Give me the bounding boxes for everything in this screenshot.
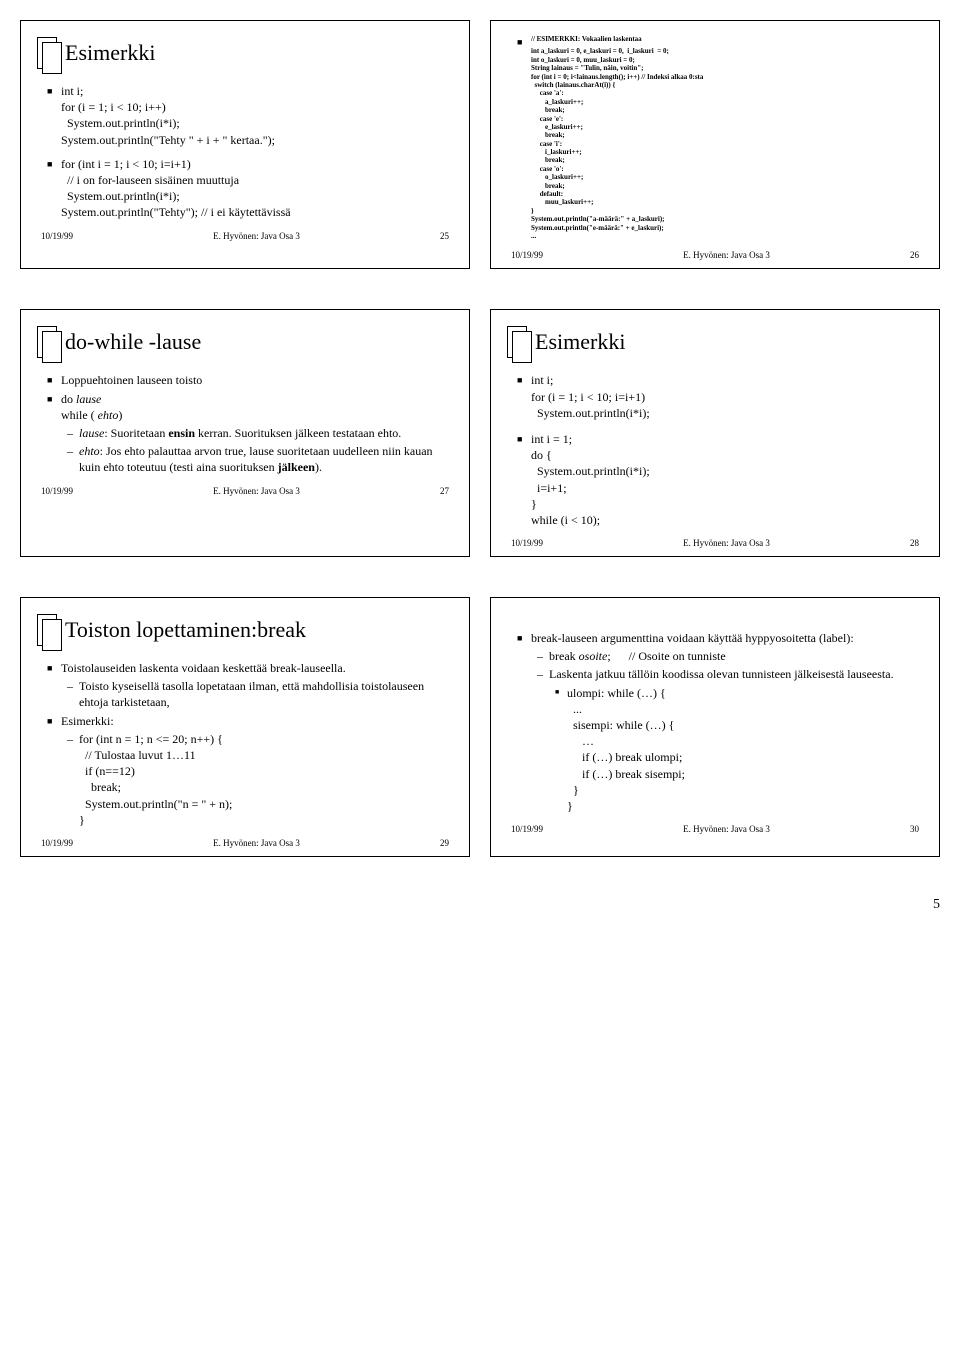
nested-bullet: ulompi: while (…) { ... sisempi: while (… <box>567 685 923 815</box>
footer-mid: E. Hyvönen: Java Osa 3 <box>683 538 770 548</box>
slide-30: break-lauseen argumenttina voidaan käytt… <box>490 597 940 857</box>
slide-row-1: Esimerkki int i; for (i = 1; i < 10; i++… <box>20 20 940 269</box>
slide-content: int i; for (i = 1; i < 10; i++) System.o… <box>37 83 453 221</box>
bullet: break-lauseen argumenttina voidaan käytt… <box>531 630 923 646</box>
footer-mid: E. Hyvönen: Java Osa 3 <box>213 838 300 848</box>
footer-date: 10/19/99 <box>41 838 73 848</box>
title-icon <box>37 37 57 69</box>
slide-row-2: do-while -lause Loppuehtoinen lauseen to… <box>20 309 940 557</box>
title-icon <box>37 326 57 358</box>
footer-date: 10/19/99 <box>511 824 543 834</box>
bullet: for (int i = 1; i < 10; i=i+1) // i on f… <box>61 156 453 221</box>
bullet: Toistolauseiden laskenta voidaan keskett… <box>61 660 453 676</box>
title-icon <box>37 614 57 646</box>
slide-footer: 10/19/99 E. Hyvönen: Java Osa 3 25 <box>37 231 453 241</box>
dash-bullet: break osoite; // Osoite on tunniste <box>549 648 923 664</box>
dash-bullet: Laskenta jatkuu tällöin koodissa olevan … <box>549 666 923 682</box>
footer-num: 27 <box>440 486 449 496</box>
title-text: do-while -lause <box>65 329 201 355</box>
title-text: Toiston lopettaminen:break <box>65 617 306 643</box>
bullet: int i; for (i = 1; i < 10; i=i+1) System… <box>531 372 923 421</box>
slide-footer: 10/19/99 E. Hyvönen: Java Osa 3 30 <box>507 824 923 834</box>
footer-num: 30 <box>910 824 919 834</box>
footer-mid: E. Hyvönen: Java Osa 3 <box>213 231 300 241</box>
slide-title: Esimerkki <box>37 37 453 69</box>
bullet: do lause while ( ehto) lause: Suoritetaa… <box>61 391 453 476</box>
footer-num: 28 <box>910 538 919 548</box>
slide-content: break-lauseen argumenttina voidaan käytt… <box>507 630 923 814</box>
footer-date: 10/19/99 <box>511 538 543 548</box>
slide-content: Loppuehtoinen lauseen toisto do lause wh… <box>37 372 453 475</box>
slide-27: do-while -lause Loppuehtoinen lauseen to… <box>20 309 470 557</box>
footer-date: 10/19/99 <box>41 231 73 241</box>
bullet: // ESIMERKKI: Vokaalien laskentaa <box>531 35 923 43</box>
footer-date: 10/19/99 <box>511 250 543 260</box>
title-text: Esimerkki <box>535 329 625 355</box>
footer-num: 25 <box>440 231 449 241</box>
footer-date: 10/19/99 <box>41 486 73 496</box>
dash-bullet: lause: Suoritetaan ensin kerran. Suoritu… <box>79 425 453 441</box>
bullet: int i = 1; do { System.out.println(i*i);… <box>531 431 923 528</box>
slide-content: // ESIMERKKI: Vokaalien laskentaa int a_… <box>507 35 923 240</box>
slide-footer: 10/19/99 E. Hyvönen: Java Osa 3 26 <box>507 250 923 260</box>
slide-26: // ESIMERKKI: Vokaalien laskentaa int a_… <box>490 20 940 269</box>
footer-mid: E. Hyvönen: Java Osa 3 <box>683 250 770 260</box>
footer-num: 26 <box>910 250 919 260</box>
slide-title: Esimerkki <box>507 326 923 358</box>
title-text: Esimerkki <box>65 40 155 66</box>
footer-mid: E. Hyvönen: Java Osa 3 <box>213 486 300 496</box>
bullet: int i; for (i = 1; i < 10; i++) System.o… <box>61 83 453 148</box>
slide-28: Esimerkki int i; for (i = 1; i < 10; i=i… <box>490 309 940 557</box>
slide-content: int i; for (i = 1; i < 10; i=i+1) System… <box>507 372 923 528</box>
title-icon <box>507 326 527 358</box>
slide-title: do-while -lause <box>37 326 453 358</box>
page-number: 5 <box>20 897 940 913</box>
slide-footer: 10/19/99 E. Hyvönen: Java Osa 3 28 <box>507 538 923 548</box>
slide-25: Esimerkki int i; for (i = 1; i < 10; i++… <box>20 20 470 269</box>
slide-content: Toistolauseiden laskenta voidaan keskett… <box>37 660 453 828</box>
bullet: Esimerkki: <box>61 713 453 729</box>
slide-title: Toiston lopettaminen:break <box>37 614 453 646</box>
slide-row-3: Toiston lopettaminen:break Toistolauseid… <box>20 597 940 857</box>
dash-bullet: ehto: Jos ehto palauttaa arvon true, lau… <box>79 443 453 475</box>
slide-footer: 10/19/99 E. Hyvönen: Java Osa 3 27 <box>37 486 453 496</box>
dash-bullet: Toisto kyseisellä tasolla lopetataan ilm… <box>79 678 453 710</box>
footer-mid: E. Hyvönen: Java Osa 3 <box>683 824 770 834</box>
slide-footer: 10/19/99 E. Hyvönen: Java Osa 3 29 <box>37 838 453 848</box>
footer-num: 29 <box>440 838 449 848</box>
dash-bullet: for (int n = 1; n <= 20; n++) { // Tulos… <box>79 731 453 828</box>
bullet: Loppuehtoinen lauseen toisto <box>61 372 453 388</box>
slide-29: Toiston lopettaminen:break Toistolauseid… <box>20 597 470 857</box>
sub-line: while ( ehto) <box>61 407 453 423</box>
code-block: int a_laskuri = 0, e_laskuri = 0, i_lask… <box>531 47 923 240</box>
